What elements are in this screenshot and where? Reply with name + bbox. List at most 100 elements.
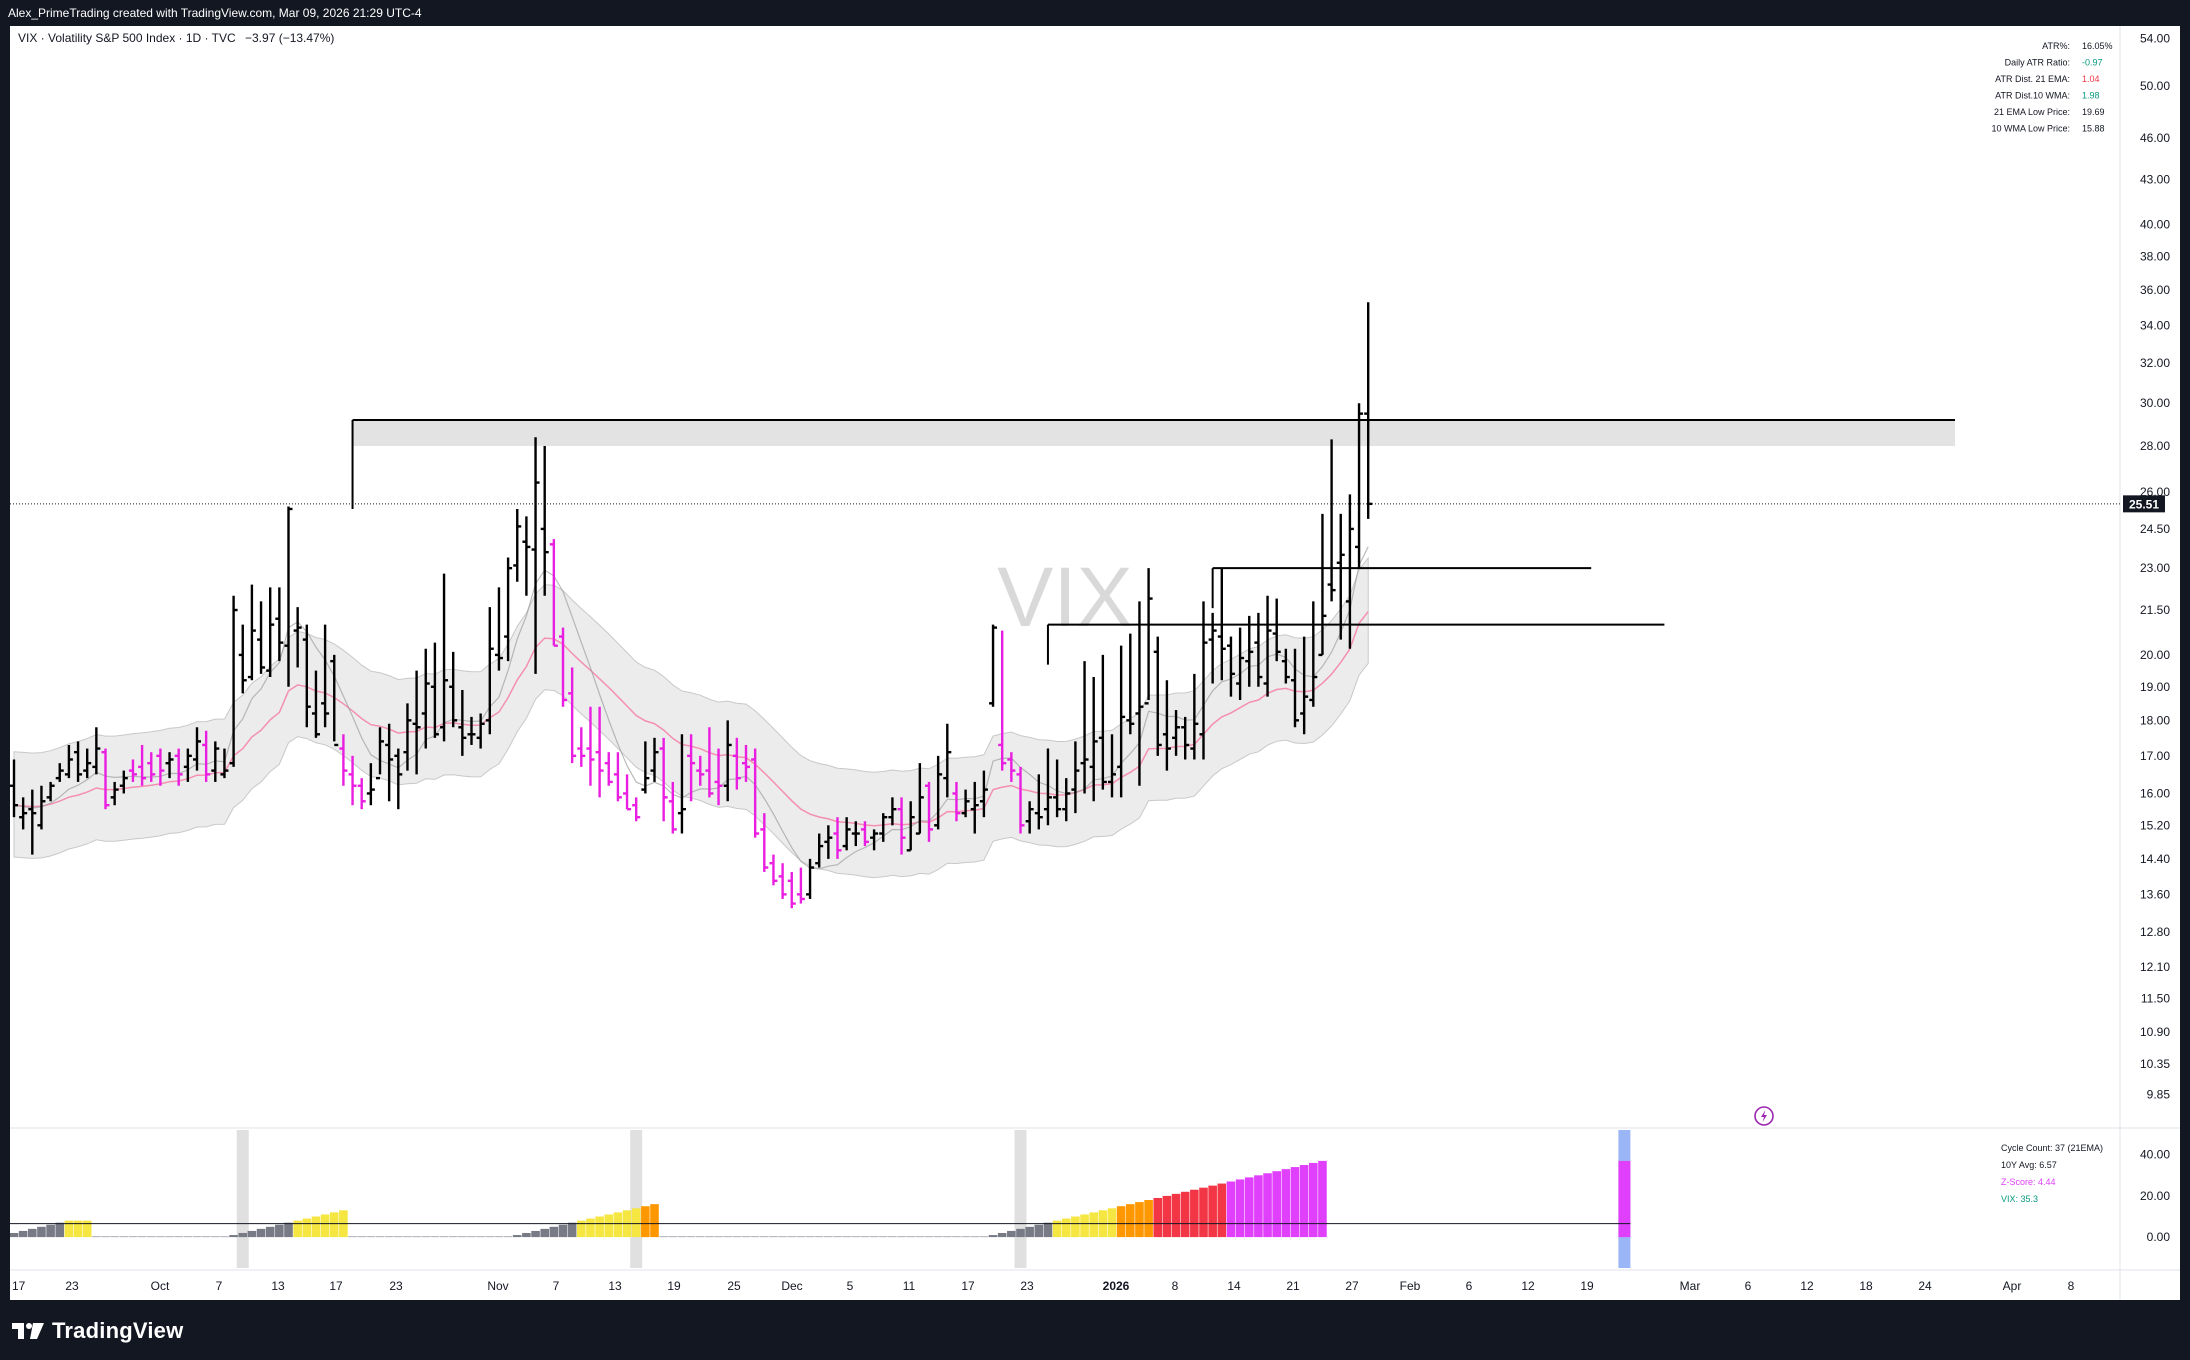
ohlc-bar[interactable]: [430, 642, 439, 738]
ohlc-bar[interactable]: [494, 587, 503, 671]
ohlc-bar[interactable]: [1025, 801, 1034, 834]
ohlc-bar[interactable]: [613, 752, 622, 802]
ohlc-bar[interactable]: [513, 508, 522, 582]
ohlc-bar[interactable]: [28, 789, 37, 855]
ohlc-bar[interactable]: [1043, 748, 1052, 826]
ohlc-bar[interactable]: [275, 587, 284, 662]
ohlc-bar[interactable]: [138, 744, 147, 786]
ohlc-bar[interactable]: [1117, 645, 1126, 798]
ohlc-bar[interactable]: [540, 446, 549, 596]
ohlc-bar[interactable]: [1281, 648, 1290, 684]
ohlc-bar[interactable]: [229, 595, 238, 767]
ohlc-bar[interactable]: [522, 516, 531, 596]
ohlc-bar[interactable]: [302, 624, 311, 728]
ohlc-bar[interactable]: [1336, 513, 1345, 640]
ohlc-bar[interactable]: [796, 867, 805, 904]
ohlc-bar[interactable]: [311, 670, 320, 738]
ohlc-bar[interactable]: [943, 723, 952, 798]
ohlc-bar[interactable]: [1153, 636, 1162, 756]
ohlc-bar[interactable]: [1327, 439, 1336, 602]
ohlc-bar[interactable]: [46, 781, 55, 802]
ohlc-bar[interactable]: [1034, 774, 1043, 830]
ohlc-bar[interactable]: [833, 817, 842, 859]
ohlc-bar[interactable]: [577, 727, 586, 767]
ohlc-bar[interactable]: [906, 801, 915, 852]
ohlc-bar[interactable]: [339, 734, 348, 786]
ohlc-bar[interactable]: [421, 648, 430, 749]
ohlc-bar[interactable]: [110, 781, 119, 806]
ohlc-bar[interactable]: [1309, 601, 1318, 707]
ohlc-bar[interactable]: [888, 797, 897, 826]
ohlc-bar[interactable]: [769, 854, 778, 886]
ohlc-bar[interactable]: [604, 752, 613, 786]
ohlc-bar[interactable]: [412, 670, 421, 775]
ohlc-bar[interactable]: [531, 437, 540, 674]
ohlc-bar[interactable]: [238, 624, 247, 694]
ohlc-bar[interactable]: [183, 748, 192, 782]
ohlc-bar[interactable]: [321, 624, 330, 728]
ohlc-bar[interactable]: [128, 759, 137, 782]
ohlc-bar[interactable]: [760, 813, 769, 872]
ohlc-bar[interactable]: [156, 748, 165, 786]
ohlc-bar[interactable]: [1318, 513, 1327, 657]
ohlc-bar[interactable]: [1291, 648, 1299, 728]
ohlc-bar[interactable]: [293, 607, 302, 668]
ohlc-bar[interactable]: [1199, 601, 1208, 760]
ohlc-bar[interactable]: [1071, 741, 1080, 814]
ohlc-bar[interactable]: [677, 734, 686, 834]
ohlc-bar[interactable]: [1080, 661, 1089, 794]
ohlc-bar[interactable]: [385, 723, 394, 802]
ohlc-bar[interactable]: [1126, 633, 1135, 735]
ohlc-bar[interactable]: [37, 785, 46, 830]
ohlc-bar[interactable]: [915, 763, 924, 835]
ohlc-bar[interactable]: [1208, 612, 1217, 684]
ohlc-bar[interactable]: [366, 763, 375, 806]
ohlc-bar[interactable]: [1181, 716, 1190, 760]
ohlc-bar[interactable]: [440, 573, 449, 742]
ohlc-bar[interactable]: [1217, 568, 1226, 681]
ohlc-bar[interactable]: [549, 539, 558, 647]
ohlc-bar[interactable]: [403, 703, 412, 771]
ohlc-bar[interactable]: [1089, 677, 1098, 802]
ohlc-bar[interactable]: [1016, 766, 1025, 834]
ohlc-bar[interactable]: [998, 630, 1007, 771]
ohlc-bar[interactable]: [668, 781, 677, 834]
ohlc-bar[interactable]: [961, 789, 970, 818]
ohlc-bar[interactable]: [449, 651, 458, 728]
ohlc-bar[interactable]: [220, 748, 229, 779]
ohlc-bar[interactable]: [266, 587, 275, 678]
ohlc-bar[interactable]: [202, 730, 211, 782]
ohlc-bar[interactable]: [723, 720, 732, 802]
ohlc-bar[interactable]: [851, 821, 860, 847]
ohlc-bar[interactable]: [970, 781, 979, 834]
ohlc-bar[interactable]: [485, 607, 494, 735]
ohlc-bar[interactable]: [1272, 598, 1281, 662]
ohlc-bar[interactable]: [284, 506, 293, 687]
ohlc-bar[interactable]: [1135, 601, 1144, 786]
ohlc-bar[interactable]: [687, 734, 696, 802]
tradingview-logo[interactable]: TradingView: [12, 1316, 183, 1346]
ohlc-bar[interactable]: [989, 624, 998, 707]
ohlc-bar[interactable]: [1190, 673, 1199, 760]
ohlc-bar[interactable]: [806, 858, 815, 899]
ohlc-bar[interactable]: [1007, 752, 1016, 782]
ohlc-bar[interactable]: [147, 752, 156, 782]
ohlc-bar[interactable]: [897, 797, 906, 855]
ohlc-bar[interactable]: [751, 748, 760, 838]
ohlc-bar[interactable]: [247, 584, 256, 681]
ohlc-bar[interactable]: [165, 752, 174, 779]
ohlc-bar[interactable]: [74, 741, 83, 782]
ohlc-bar[interactable]: [1245, 615, 1254, 687]
ohlc-bar[interactable]: [83, 748, 92, 779]
ohlc-bar[interactable]: [568, 667, 577, 764]
ohlc-bar[interactable]: [394, 748, 403, 810]
ohlc-bar[interactable]: [650, 737, 659, 782]
ohlc-bar[interactable]: [934, 755, 943, 830]
ohlc-bar[interactable]: [1162, 680, 1171, 771]
ohlc-bar[interactable]: [211, 741, 220, 782]
ohlc-bar[interactable]: [742, 744, 750, 782]
ohlc-bar[interactable]: [714, 748, 723, 806]
ohlc-bar[interactable]: [458, 690, 467, 756]
ohlc-bar[interactable]: [174, 748, 183, 786]
ohlc-bar[interactable]: [696, 755, 705, 786]
